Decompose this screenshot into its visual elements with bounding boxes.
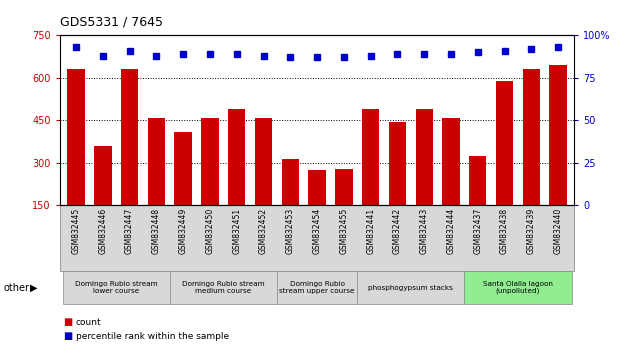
- Bar: [255, 118, 272, 248]
- Text: ■: ■: [63, 317, 73, 327]
- Bar: [442, 118, 460, 248]
- Bar: [469, 156, 487, 248]
- Text: GDS5331 / 7645: GDS5331 / 7645: [60, 15, 163, 28]
- Bar: [201, 118, 219, 248]
- Bar: [281, 159, 299, 248]
- Bar: [228, 109, 245, 248]
- Text: ▶: ▶: [30, 282, 38, 293]
- Text: percentile rank within the sample: percentile rank within the sample: [76, 332, 229, 341]
- Bar: [522, 69, 540, 248]
- Text: other: other: [3, 282, 29, 293]
- Bar: [309, 170, 326, 248]
- Bar: [335, 169, 353, 248]
- Text: Domingo Rubio
stream upper course: Domingo Rubio stream upper course: [280, 281, 355, 294]
- Bar: [496, 81, 513, 248]
- Bar: [94, 146, 112, 248]
- Text: ■: ■: [63, 331, 73, 341]
- Bar: [148, 118, 165, 248]
- Bar: [389, 122, 406, 248]
- Bar: [362, 109, 379, 248]
- Text: Santa Olalla lagoon
(unpolluted): Santa Olalla lagoon (unpolluted): [483, 281, 553, 295]
- Bar: [550, 65, 567, 248]
- Text: phosphogypsum stacks: phosphogypsum stacks: [369, 285, 453, 291]
- Text: count: count: [76, 318, 102, 327]
- Text: Domingo Rubio stream
medium course: Domingo Rubio stream medium course: [182, 281, 264, 294]
- Bar: [68, 69, 85, 248]
- Text: Domingo Rubio stream
lower course: Domingo Rubio stream lower course: [75, 281, 158, 294]
- Bar: [415, 109, 433, 248]
- Bar: [121, 69, 138, 248]
- Bar: [174, 132, 192, 248]
